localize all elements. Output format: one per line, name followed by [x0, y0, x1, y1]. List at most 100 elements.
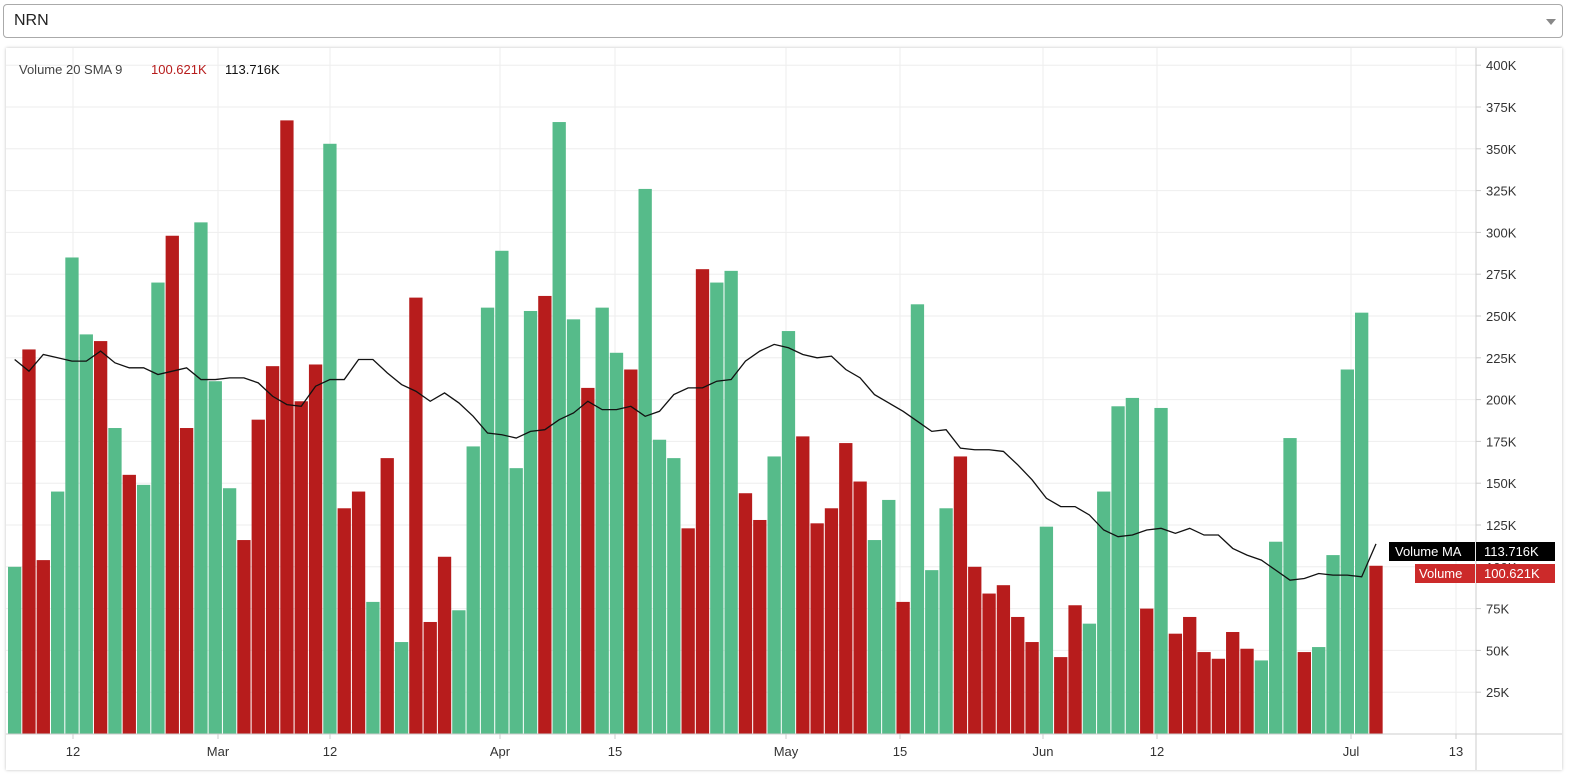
- volume-bar-down: [1025, 642, 1039, 734]
- volume-bar-up: [366, 601, 380, 734]
- y-tick-label: 275K: [1486, 267, 1517, 282]
- volume-bar-up: [495, 250, 509, 735]
- volume-bar-up: [65, 257, 79, 734]
- volume-bar-up: [523, 310, 538, 734]
- legend-ma-value: 113.716K: [225, 62, 280, 77]
- volume-bar-up: [724, 270, 738, 734]
- volume-bar-up: [1154, 407, 1168, 734]
- volume-bar-up: [1340, 369, 1354, 734]
- y-tick-label: 250K: [1486, 309, 1517, 324]
- volume-bar-up: [8, 566, 22, 734]
- volume-price-tag: Volume 100.621K: [1415, 564, 1555, 583]
- volume-bar-up: [867, 540, 882, 734]
- volume-bar-down: [122, 474, 136, 734]
- time-scale[interactable]: 12 Mar 12 Apr 15 May 15 Jun 12 Jul 13: [66, 734, 1463, 759]
- volume-bar-up: [480, 307, 495, 734]
- x-tick-label: 15: [608, 744, 622, 759]
- chart-panel[interactable]: 25K50K75K100K125K150K175K200K225K250K275…: [6, 48, 1562, 770]
- volume-bar-up: [1097, 491, 1111, 734]
- volume-bar-up: [781, 331, 796, 734]
- volume-bar-up: [638, 188, 652, 734]
- volume-bar-down: [93, 341, 108, 734]
- volume-bar-down: [165, 235, 179, 735]
- volume-bar-up: [194, 222, 208, 734]
- volume-bar-down: [1168, 633, 1183, 734]
- ma-tag-value: 113.716K: [1484, 544, 1539, 559]
- volume-bar-up: [710, 282, 724, 734]
- volume-bar-up: [509, 468, 523, 734]
- volume-bar-up: [136, 484, 151, 734]
- volume-bar-up: [939, 508, 953, 734]
- volume-bar-down: [538, 295, 552, 734]
- legend-title: Volume 20 SMA 9: [19, 62, 122, 77]
- volume-bar-up: [466, 446, 480, 734]
- price-scale[interactable]: 25K50K75K100K125K150K175K200K225K250K275…: [1476, 58, 1517, 700]
- ma-line-group: [14, 343, 1377, 581]
- volume-bar-down: [1369, 565, 1383, 734]
- volume-bar-up: [222, 488, 237, 734]
- volume-bar-down: [624, 369, 638, 734]
- volume-bar-down: [982, 593, 996, 734]
- y-tick-label: 50K: [1486, 643, 1509, 658]
- symbol-select[interactable]: NRN: [3, 4, 1563, 38]
- volume-bar-up: [1283, 438, 1297, 734]
- symbol-select-value: NRN: [14, 12, 49, 29]
- volume-bar-down: [695, 269, 710, 734]
- volume-bar-up: [882, 499, 896, 734]
- y-tick-label: 150K: [1486, 476, 1517, 491]
- volume-bar-up: [452, 610, 466, 734]
- volume-bar-down: [753, 519, 767, 734]
- volume-bar-down: [1011, 616, 1025, 734]
- x-tick-label: 12: [323, 744, 337, 759]
- x-tick-label: Apr: [490, 744, 511, 759]
- volume-bar-down: [294, 401, 308, 734]
- y-tick-label: 375K: [1486, 100, 1517, 115]
- volume-bar-down: [1068, 605, 1082, 734]
- ma-tag-label-bg: [1389, 542, 1475, 561]
- volume-bar-up: [1326, 555, 1340, 734]
- x-tick-label: May: [774, 744, 799, 759]
- chevron-down-icon: [1546, 19, 1556, 25]
- volume-bar-down: [681, 528, 695, 734]
- volume-bar-up: [108, 428, 122, 734]
- volume-bar-down: [179, 428, 194, 734]
- y-tick-label: 125K: [1486, 518, 1517, 533]
- volume-bar-down: [1211, 658, 1226, 734]
- y-tick-label: 200K: [1486, 393, 1517, 408]
- volume-bar-down: [896, 601, 910, 734]
- legend: Volume 20 SMA 9 100.621K 113.716K: [19, 62, 280, 77]
- volume-tag-label: Volume: [1419, 566, 1462, 581]
- x-tick-label: Jul: [1343, 744, 1360, 759]
- volume-bar-down: [36, 560, 50, 734]
- volume-bar-down: [423, 621, 437, 734]
- volume-bar-up: [1082, 623, 1097, 734]
- volume-bar-up: [667, 458, 681, 734]
- volume-bar-up: [50, 491, 65, 734]
- volume-bar-down: [22, 349, 36, 734]
- volume-bars: [8, 120, 1383, 735]
- volume-bar-up: [394, 642, 409, 734]
- volume-bar-down: [280, 120, 294, 734]
- volume-bar-up: [1125, 397, 1140, 734]
- x-tick-label: 12: [1150, 744, 1164, 759]
- volume-bar-down: [968, 566, 982, 734]
- volume-bar-up: [1355, 312, 1369, 734]
- volume-bar-up: [151, 282, 165, 734]
- volume-bar-up: [208, 381, 222, 734]
- y-tick-label: 300K: [1486, 225, 1517, 240]
- volume-bar-up: [925, 570, 939, 734]
- volume-bar-down: [380, 458, 394, 734]
- volume-bar-up: [1039, 526, 1054, 734]
- volume-bar-down: [796, 436, 810, 734]
- volume-bar-up: [595, 307, 609, 734]
- x-tick-label: 13: [1449, 744, 1463, 759]
- volume-bar-up: [566, 319, 581, 734]
- volume-bar-down: [1054, 657, 1068, 734]
- volume-bar-up: [1269, 541, 1283, 734]
- volume-chart[interactable]: 25K50K75K100K125K150K175K200K225K250K275…: [6, 48, 1562, 770]
- volume-bar-down: [437, 556, 452, 734]
- y-tick-label: 325K: [1486, 184, 1517, 199]
- volume-ma-line: [14, 343, 1377, 581]
- volume-bar-down: [237, 540, 251, 734]
- x-tick-label: 15: [893, 744, 907, 759]
